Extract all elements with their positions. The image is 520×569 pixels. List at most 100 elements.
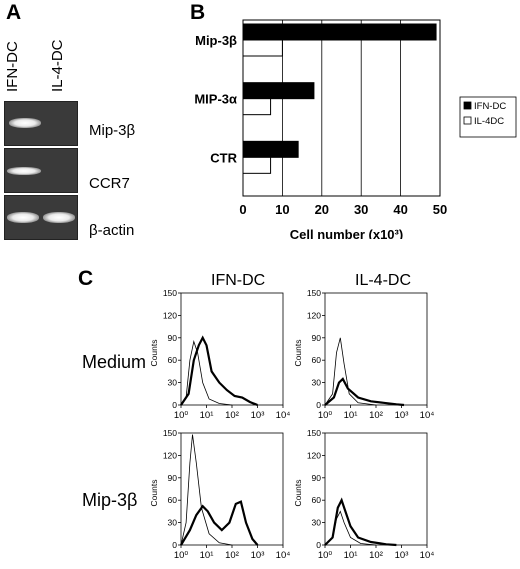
x-tick-label: 10¹ <box>200 410 214 421</box>
stained-histogram-curve <box>324 497 397 547</box>
bar <box>242 82 315 100</box>
x-tick-label: 10¹ <box>344 550 358 561</box>
y-tick-label: 90 <box>168 333 178 343</box>
stained-histogram-curve <box>324 377 405 407</box>
y-tick-label: 30 <box>168 378 178 388</box>
bar <box>242 23 437 41</box>
x-tick-label: 50 <box>433 202 447 217</box>
gel-mip3b <box>4 101 78 146</box>
x-tick-label: 10³ <box>395 410 409 421</box>
y-tick-label: 60 <box>168 355 178 365</box>
histogram-il4-medium: 0 30 60 90 120 150 10⁰ 10¹ 10² 10³ 10⁴ Counts <box>293 288 434 421</box>
y-tick-label: 30 <box>312 378 322 388</box>
y-tick-label: 120 <box>163 450 177 460</box>
control-histogram-curve <box>324 337 377 406</box>
x-tick-label: 40 <box>393 202 407 217</box>
bar <box>242 140 299 158</box>
y-tick-label: 150 <box>163 288 177 298</box>
band-mip3b-ifn <box>9 118 41 128</box>
control-histogram-curve <box>180 434 233 546</box>
x-tick-label: 10⁴ <box>420 410 435 421</box>
row-title-mip3b: Mip-3β <box>82 490 138 510</box>
x-tick-label: 10 <box>275 202 289 217</box>
panel-a-letter: A <box>6 1 22 24</box>
histogram-il4-mip3b: 0 30 60 90 120 150 10⁰ 10¹ 10² 10³ 10⁴ Counts <box>293 428 434 561</box>
y-axis-label: Counts <box>293 480 303 507</box>
y-tick-label: 0 <box>316 400 321 410</box>
category-label: Mip-3β <box>195 33 237 48</box>
row-title-medium: Medium <box>82 352 147 372</box>
gel-beta-actin <box>4 195 78 240</box>
y-tick-label: 120 <box>307 310 321 320</box>
x-tick-label: 20 <box>315 202 329 217</box>
category-label: MIP-3α <box>194 92 237 107</box>
x-axis-label: Cell number (x10³) <box>290 227 403 239</box>
y-tick-label: 0 <box>172 400 177 410</box>
plot-frame <box>324 432 428 546</box>
plot-frame <box>180 432 284 546</box>
gene-label-mip3b: Mip-3β <box>89 122 136 139</box>
y-tick-label: 90 <box>312 473 322 483</box>
band-ccr7-ifn <box>7 167 41 175</box>
y-tick-label: 60 <box>168 495 178 505</box>
stained-histogram-curve <box>180 500 259 546</box>
gene-label-ccr7: CCR7 <box>89 175 130 192</box>
legend-label: IL-4DC <box>474 116 504 127</box>
x-tick-label: 30 <box>354 202 368 217</box>
y-tick-label: 30 <box>168 518 178 528</box>
x-tick-label: 10⁴ <box>276 550 291 561</box>
x-tick-label: 10² <box>225 410 239 421</box>
x-tick-label: 10⁰ <box>318 410 333 421</box>
category-label: CTR <box>210 150 237 165</box>
x-tick-label: 10⁰ <box>318 550 333 561</box>
x-tick-label: 10² <box>369 410 383 421</box>
x-tick-label: 10² <box>225 550 239 561</box>
x-tick-label: 10² <box>369 550 383 561</box>
bar <box>242 98 272 116</box>
y-tick-label: 60 <box>312 495 322 505</box>
legend: IFN-DC IL-4DC <box>459 96 517 138</box>
bar-chart-cell-number: 0 10 20 30 40 50 Mip-3β MIP-3α CTR Cell number (x… <box>194 19 517 239</box>
y-tick-label: 0 <box>316 540 321 550</box>
x-tick-label: 10¹ <box>200 550 214 561</box>
plot-frame <box>324 292 428 406</box>
y-tick-label: 120 <box>163 310 177 320</box>
legend-swatch <box>463 101 472 110</box>
y-tick-label: 150 <box>307 288 321 298</box>
lane-label-ifn-dc: IFN-DC <box>4 41 21 92</box>
x-tick-label: 0 <box>239 202 246 217</box>
y-tick-label: 90 <box>168 473 178 483</box>
column-title-ifn-dc: IFN-DC <box>211 272 266 289</box>
y-tick-label: 90 <box>312 333 322 343</box>
y-tick-label: 150 <box>163 428 177 438</box>
y-tick-label: 120 <box>307 450 321 460</box>
x-tick-label: 10³ <box>251 550 265 561</box>
gel-ccr7 <box>4 148 78 193</box>
legend-swatch <box>463 116 472 125</box>
y-axis-label: Counts <box>149 340 159 367</box>
y-tick-label: 30 <box>312 518 322 528</box>
y-axis-label: Counts <box>293 340 303 367</box>
stained-histogram-curve <box>180 335 258 407</box>
bar <box>242 156 272 174</box>
panel-c-letter: C <box>78 267 94 290</box>
histogram-ifn-mip3b: 0 30 60 90 120 150 10⁰ 10¹ 10² 10³ 10⁴ Counts <box>149 428 290 561</box>
control-histogram-curve <box>180 339 233 406</box>
column-title-il4-dc: IL-4-DC <box>355 272 412 289</box>
y-tick-label: 60 <box>312 355 322 365</box>
flow-histograms: 0 30 60 90 120 150 10⁰ 10¹ 10² 10³ 10⁴ Counts 0 30 60 9… <box>149 288 434 561</box>
band-actin-ifn <box>7 212 39 223</box>
x-tick-label: 10¹ <box>344 410 358 421</box>
gene-label-beta-actin: β-actin <box>89 222 135 239</box>
x-tick-label: 10⁴ <box>420 550 435 561</box>
y-tick-label: 150 <box>307 428 321 438</box>
y-axis-label: Counts <box>149 480 159 507</box>
x-tick-label: 10⁰ <box>174 550 189 561</box>
x-tick-label: 10³ <box>395 550 409 561</box>
lane-label-il4-dc: IL-4-DC <box>49 39 66 92</box>
histogram-ifn-medium: 0 30 60 90 120 150 10⁰ 10¹ 10² 10³ 10⁴ Counts <box>149 288 290 421</box>
x-tick-label: 10⁴ <box>276 410 291 421</box>
bar <box>242 39 283 57</box>
band-actin-il4 <box>43 212 75 223</box>
gridlines <box>282 20 441 196</box>
